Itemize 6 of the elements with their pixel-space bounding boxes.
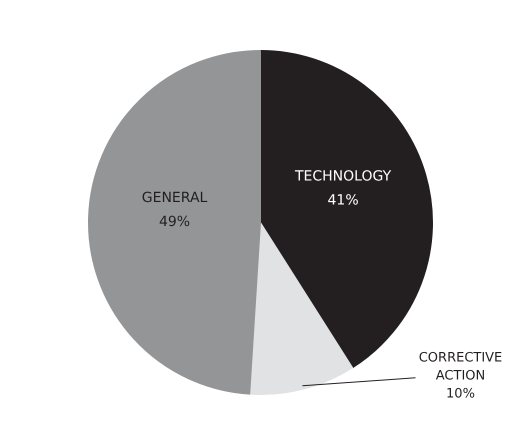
slice-label: CORRECTIVE ACTION [418, 350, 502, 384]
slice-label: TECHNOLOGY [294, 168, 392, 185]
slice-label: GENERAL [142, 190, 208, 206]
data-label: 49% [158, 214, 190, 230]
data-label: 41% [328, 192, 359, 209]
data-label: 10% [446, 386, 475, 402]
